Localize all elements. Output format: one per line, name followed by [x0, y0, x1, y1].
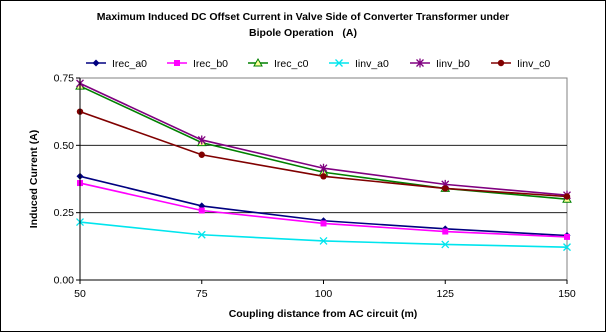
data-point-Iinv_a0-4: [563, 243, 571, 252]
legend-label-Iinv_c0: Iinv_c0: [517, 58, 550, 70]
y-tick-label-2: 0.50: [54, 140, 75, 152]
data-point-Irec_b0-2: [320, 220, 327, 227]
y-tick-label-0: 0.00: [54, 275, 75, 287]
data-point-Iinv_c0-4: [563, 193, 571, 200]
data-point-Iinv_a0-1: [197, 230, 206, 239]
data-point-Iinv_b0-1: [197, 135, 206, 145]
series-Iinv_c0: [76, 108, 571, 200]
data-point-Iinv_c0-1: [198, 151, 205, 158]
legend-item-Irec_c0: Irec_c0: [248, 57, 309, 70]
x-tick-label-1: 75: [196, 288, 208, 300]
legend-label-Iinv_b0: Iinv_b0: [436, 58, 470, 70]
y-axis-label: Induced Current (A): [28, 130, 40, 229]
data-point-Iinv_a0-3: [441, 240, 450, 249]
data-point-Irec_b0-4: [564, 233, 570, 240]
legend-label-Irec_a0: Irec_a0: [112, 58, 147, 70]
legend-item-Iinv_b0: Iinv_b0: [410, 58, 470, 70]
legend-label-Iinv_a0: Iinv_a0: [355, 58, 389, 70]
legend-item-Iinv_c0: Iinv_c0: [491, 58, 550, 70]
data-point-Iinv_c0-2: [320, 173, 327, 180]
series-group: [75, 78, 572, 252]
x-axis-label: Coupling distance from AC circuit (m): [229, 308, 418, 320]
gridlines: [80, 144, 567, 214]
legend-marker-Irec_a0: [92, 59, 100, 67]
legend-marker-Irec_c0: [253, 57, 263, 67]
legend-marker-Iinv_a0: [335, 59, 343, 67]
y-axis-ticks: 0.00 0.25 0.50 0.75: [54, 73, 81, 287]
chart-title-line-2: Bipole Operation (A): [249, 27, 357, 39]
legend-item-Irec_b0: Irec_b0: [167, 58, 228, 70]
data-point-Iinv_a0-2: [319, 236, 328, 245]
data-point-Iinv_b0-2: [319, 163, 328, 173]
data-point-Irec_b0-3: [442, 228, 449, 235]
chart-title-line-1: Maximum Induced DC Offset Current in Val…: [97, 11, 510, 23]
legend-marker-Iinv_b0: [416, 58, 424, 68]
legend-marker-Iinv_c0: [497, 59, 505, 67]
legend-marker-Irec_b0: [174, 60, 180, 66]
line-chart: Maximum Induced DC Offset Current in Val…: [28, 11, 576, 320]
x-tick-label-0: 50: [74, 288, 86, 300]
y-tick-label-3: 0.75: [54, 73, 75, 85]
legend-label-Irec_b0: Irec_b0: [193, 58, 228, 70]
legend: Irec_a0 Irec_b0 Irec_c0 Iinv_a0 Iinv_b0 Iinv_…: [86, 57, 550, 70]
x-tick-label-3: 125: [436, 288, 454, 300]
x-tick-label-2: 100: [315, 288, 333, 300]
data-point-Irec_b0-1: [198, 207, 205, 214]
legend-item-Iinv_a0: Iinv_a0: [329, 58, 389, 70]
x-tick-label-4: 150: [558, 288, 576, 300]
data-point-Iinv_c0-3: [442, 185, 449, 192]
x-axis-ticks: 50 75 100 125 150: [74, 279, 576, 300]
y-tick-label-1: 0.25: [54, 207, 75, 219]
legend-label-Irec_c0: Irec_c0: [274, 58, 309, 70]
legend-item-Irec_a0: Irec_a0: [86, 58, 147, 70]
